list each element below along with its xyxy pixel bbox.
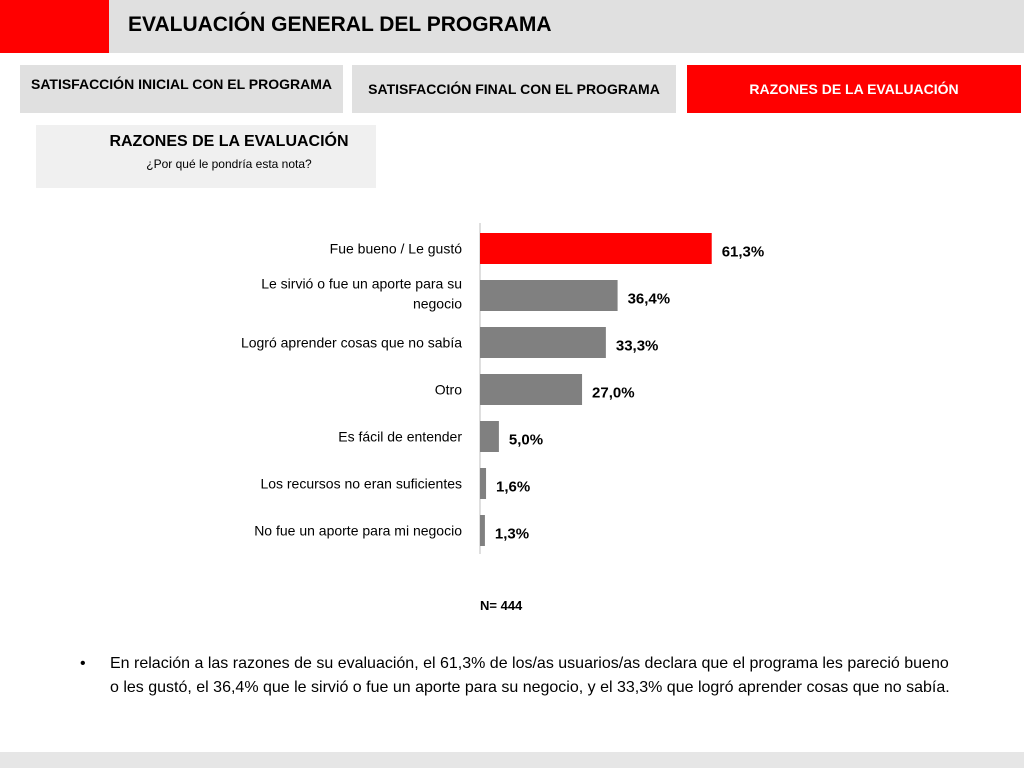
category-label-5: Los recursos no eran suficientes (260, 476, 462, 492)
summary-text: En relación a las razones de su evaluaci… (110, 655, 950, 696)
header-accent-block (0, 0, 109, 53)
tab-satisfaccion-final[interactable]: SATISFACCIÓN FINAL CON EL PROGRAMA (352, 65, 676, 113)
category-label-2: Logró aprender cosas que no sabía (241, 335, 462, 351)
bar-1 (480, 280, 618, 311)
bar-4 (480, 421, 499, 452)
category-label-4: Es fácil de entender (338, 429, 462, 445)
bar-2 (480, 327, 606, 358)
section-header-box: RAZONES DE LA EVALUACIÓN ¿Por qué le pon… (36, 125, 376, 188)
category-label-3: Otro (435, 382, 462, 398)
tab-satisfaccion-inicial[interactable]: SATISFACCIÓN INICIAL CON EL PROGRAMA (20, 65, 343, 113)
category-label-1-line-1: negocio (413, 296, 462, 312)
bar-0 (480, 233, 712, 264)
value-label-6: 1,3% (495, 526, 529, 543)
header-band (0, 0, 1024, 53)
category-label-0: Fue bueno / Le gustó (330, 241, 463, 257)
page-title: EVALUACIÓN GENERAL DEL PROGRAMA (128, 13, 552, 36)
bar-3 (480, 374, 583, 405)
bar-5 (480, 468, 487, 499)
value-label-4: 5,0% (509, 432, 543, 449)
summary-bullet: • En relación a las razones de su evalua… (80, 652, 960, 700)
section-subtitle: ¿Por qué le pondría esta nota? (146, 157, 312, 171)
bullet-symbol: • (80, 655, 86, 672)
sample-size-annotation: N= 444 (480, 598, 523, 613)
category-label-1-line-0: Le sirvió o fue un aporte para su (261, 276, 462, 292)
value-label-5: 1,6% (496, 479, 530, 496)
footer-band (0, 752, 1024, 768)
value-label-2: 33,3% (616, 338, 659, 355)
value-label-1: 36,4% (628, 291, 671, 308)
section-title: RAZONES DE LA EVALUACIÓN (109, 133, 349, 150)
bar-chart: Fue bueno / Le gustó 61,3% Le sirvió o fue… (241, 223, 765, 613)
tab-razones-evaluacion[interactable]: RAZONES DE LA EVALUACIÓN (687, 65, 1021, 113)
value-label-0: 61,3% (722, 244, 765, 261)
bar-6 (480, 515, 485, 546)
value-label-3: 27,0% (592, 385, 635, 402)
category-label-6: No fue un aporte para mi negocio (254, 523, 462, 539)
